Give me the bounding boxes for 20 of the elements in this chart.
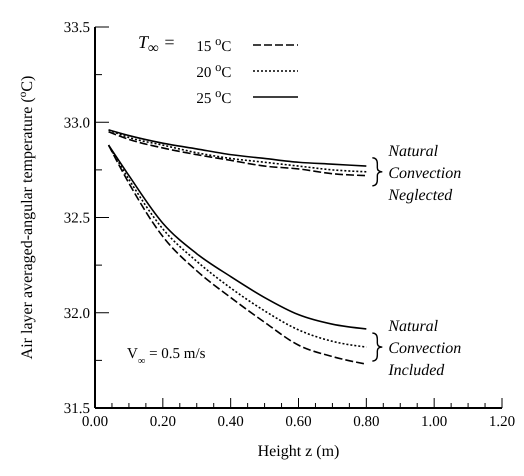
x-tick-label: 0.60 [285, 414, 312, 430]
y-tick-label: 32.5 [64, 210, 90, 226]
x-tick-label: 0.80 [353, 414, 380, 430]
x-tick-label: 0.20 [150, 414, 176, 430]
legend-label: 15 $^{o}$C [195, 34, 232, 56]
annotation: Natural Convection Neglected [387, 142, 462, 204]
y-tick-label: 33.0 [64, 115, 90, 132]
y-tick-label: 31.5 [64, 401, 90, 417]
x-tick-label: 0.40 [218, 414, 244, 430]
legend-label: 25 $^{o}$C [195, 86, 232, 108]
x-tick-label: 1.20 [488, 414, 516, 430]
y-tick-label: 32.0 [64, 306, 90, 322]
legend-label: 20 $^{o}$C [195, 60, 232, 82]
annotation: V$_{∞}$ = 0.5 m/s [127, 346, 206, 366]
x-axis-title: Height z (m) [258, 443, 340, 460]
x-tick-label: 1.00 [421, 414, 448, 430]
annotation: Natural Convection Included [387, 318, 462, 380]
legend-title: T$_{∞}$ = [138, 32, 176, 58]
y-tick-label: 33.5 [64, 20, 90, 36]
x-tick-label: 0.00 [82, 414, 108, 430]
